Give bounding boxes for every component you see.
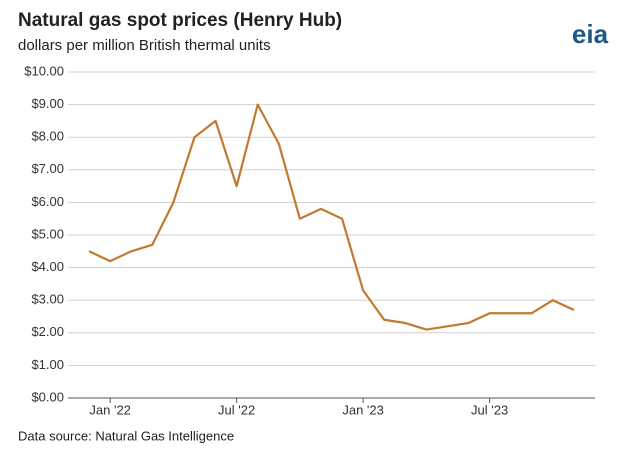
chart-title: Natural gas spot prices (Henry Hub): [18, 10, 342, 31]
y-tick-label: $3.00: [31, 292, 64, 307]
y-tick-label: $1.00: [31, 357, 64, 372]
y-tick-label: $4.00: [31, 259, 64, 274]
x-tick-label: Jan '23: [342, 402, 384, 417]
y-tick-label: $9.00: [31, 96, 64, 111]
y-tick-label: $0.00: [31, 389, 64, 404]
x-tick-label: Jul '23: [471, 402, 508, 417]
y-tick-label: $7.00: [31, 161, 64, 176]
x-tick-label: Jul '22: [218, 402, 255, 417]
y-tick-label: $2.00: [31, 324, 64, 339]
x-tick-label: Jan '22: [89, 402, 131, 417]
y-tick-label: $10.00: [24, 63, 64, 78]
y-tick-label: $6.00: [31, 194, 64, 209]
y-tick-label: $8.00: [31, 129, 64, 144]
logo: eia: [572, 19, 609, 49]
chart-subtitle: dollars per million British thermal unit…: [18, 37, 271, 54]
price-line: [88, 103, 575, 331]
source-note: Data source: Natural Gas Intelligence: [18, 428, 234, 443]
y-tick-label: $5.00: [31, 226, 64, 241]
